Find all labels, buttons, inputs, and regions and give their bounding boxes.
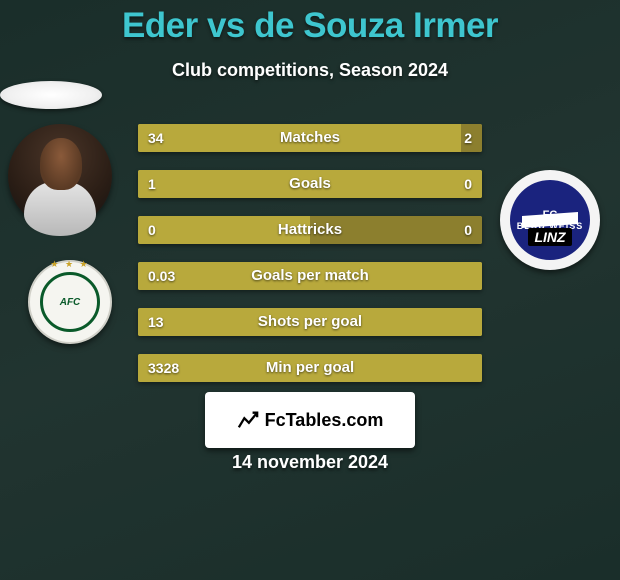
stat-label: Min per goal — [138, 354, 482, 382]
stat-label: Goals per match — [138, 262, 482, 290]
chart-line-icon — [237, 409, 259, 431]
stat-row: 00Hattricks — [138, 216, 482, 244]
player1-body-shape — [24, 182, 96, 236]
club2-logo: FC BLAU WEISS LINZ — [500, 170, 600, 270]
stat-row: 13Shots per goal — [138, 308, 482, 336]
brand-text: FcTables.com — [265, 410, 384, 431]
club2-linz-wrap: LINZ — [500, 228, 600, 247]
brand-badge: FcTables.com — [205, 392, 415, 448]
stat-row: 342Matches — [138, 124, 482, 152]
subtitle: Club competitions, Season 2024 — [0, 60, 620, 81]
page-title: Eder vs de Souza Irmer — [0, 0, 620, 46]
stat-label: Matches — [138, 124, 482, 152]
stat-bars: 342Matches 10Goals 00Hattricks 0.03Goals pe… — [138, 124, 482, 400]
stat-row: 0.03Goals per match — [138, 262, 482, 290]
stat-row: 10Goals — [138, 170, 482, 198]
club1-stars-icon: ★ ★ ★ — [30, 259, 110, 270]
stat-label: Hattricks — [138, 216, 482, 244]
player2-avatar — [0, 81, 102, 109]
club1-logo: ★ ★ ★ AFC — [28, 260, 112, 344]
player1-head-shape — [40, 138, 82, 190]
club1-logo-text: AFC — [40, 272, 100, 332]
stat-label: Goals — [138, 170, 482, 198]
club2-linz: LINZ — [528, 228, 571, 246]
stat-label: Shots per goal — [138, 308, 482, 336]
stat-row: 3328Min per goal — [138, 354, 482, 382]
player1-avatar — [8, 124, 112, 228]
date-text: 14 november 2024 — [0, 452, 620, 473]
